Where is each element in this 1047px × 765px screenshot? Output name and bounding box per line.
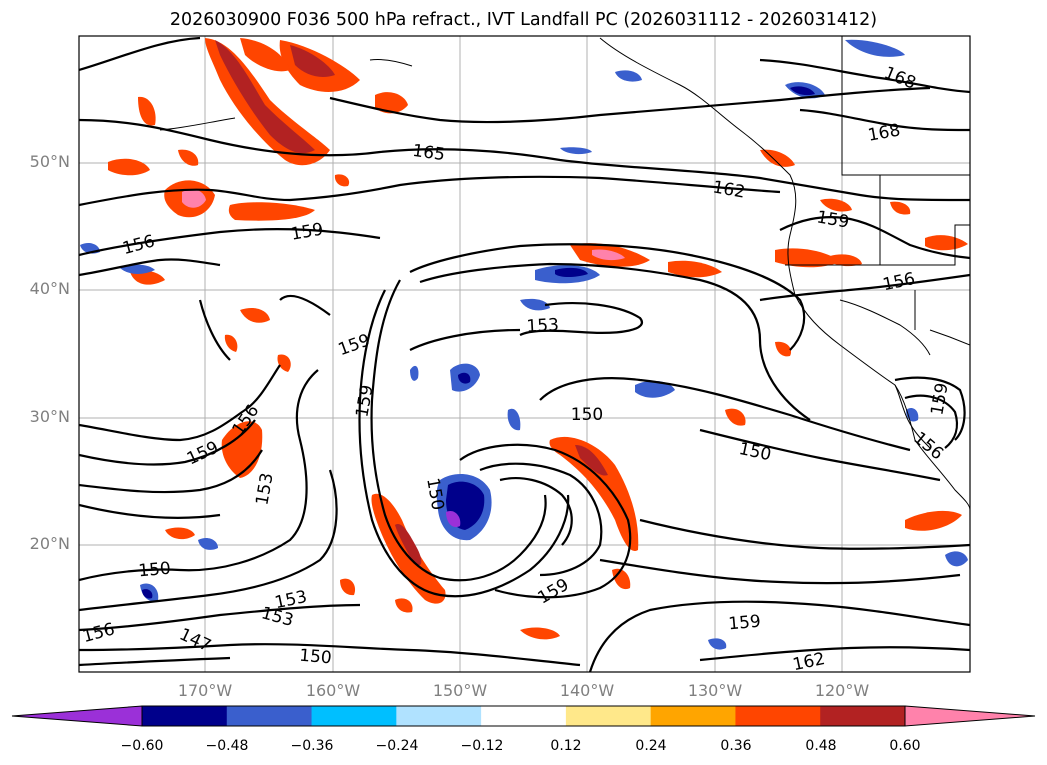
anomaly-positive [575, 445, 608, 476]
anomaly-negative [708, 638, 727, 650]
colorbar-tick-label: −0.12 [460, 738, 504, 754]
contour-label: 150 [298, 646, 332, 669]
map-title: 2026030900 F036 500 hPa refract., IVT La… [169, 10, 878, 30]
colorbar-swatch [650, 706, 736, 726]
anomaly-positive [375, 92, 408, 114]
anomaly-positive [215, 40, 315, 154]
anomaly-positive [130, 270, 165, 285]
anomaly-negative [945, 551, 968, 567]
anomaly-negative [555, 267, 588, 277]
anomaly-positive [905, 510, 962, 531]
anomaly-negative [142, 589, 153, 599]
lat-label: 30°N [29, 407, 70, 426]
anomaly-negative [410, 365, 419, 381]
anomaly-positive [178, 149, 199, 166]
gridlines [79, 36, 970, 672]
colorbar-tick-label: 0.12 [550, 738, 582, 754]
colorbar-tick-label: −0.48 [205, 738, 249, 754]
colorbar-swatch [565, 706, 652, 726]
anomaly-positive [668, 260, 722, 278]
anomaly-positive [395, 598, 413, 613]
anomaly-positive [240, 38, 290, 72]
lon-label: 160°W [305, 681, 361, 700]
colorbar-tick-label: 0.60 [889, 738, 921, 754]
anomaly-negative [446, 510, 461, 528]
colorbar [11, 705, 1036, 727]
lat-label: 40°N [29, 279, 70, 298]
anomaly-positive [182, 189, 206, 208]
lon-label: 150°W [432, 681, 488, 700]
colorbar-tick-label: 0.36 [720, 738, 752, 754]
anomaly-negative [560, 147, 592, 155]
anomaly-positive [775, 248, 840, 268]
colorbar-frame [141, 705, 906, 727]
anomaly-positive [290, 45, 335, 77]
anomaly-negative [615, 70, 642, 82]
anomaly-positive [520, 627, 560, 640]
anomaly-positive [592, 249, 625, 261]
colorbar-tick-label: 0.48 [805, 738, 837, 754]
colorbar-tick-label: −0.36 [290, 738, 334, 754]
colorbar-extend-high [904, 705, 1036, 727]
anomaly-positive [240, 308, 270, 323]
colorbar-tick-label: −0.60 [120, 738, 164, 754]
anomaly-positive [925, 235, 968, 251]
colorbar-swatch [142, 706, 228, 726]
lat-label: 20°N [29, 534, 70, 553]
anomaly-negative [198, 537, 218, 550]
colorbar-swatch [481, 706, 567, 726]
map-background [79, 36, 970, 672]
colorbar-extend-low [11, 705, 143, 727]
colorbar-swatch [226, 706, 313, 726]
anomaly-negative [520, 298, 550, 311]
colorbar-swatch [820, 706, 906, 726]
anomaly-negative [507, 408, 521, 431]
contour-label: 150 [571, 405, 603, 425]
anomaly-positive [549, 436, 639, 551]
colorbar-tick-label: −0.24 [375, 738, 419, 754]
anomaly-negative [458, 372, 471, 384]
anomaly-positive [228, 202, 315, 221]
lon-label: 130°W [687, 681, 743, 700]
anomaly-negative [635, 380, 675, 398]
anomaly-positive [138, 96, 156, 126]
anomaly-positive [165, 527, 195, 540]
anomaly-positive [820, 198, 852, 212]
lon-label: 140°W [559, 681, 615, 700]
anomaly-positive [277, 354, 291, 372]
contour-label: 165 [411, 141, 446, 165]
anomaly-positive [775, 341, 792, 357]
contour-label: 153 [526, 315, 559, 337]
anomaly-negative [845, 39, 905, 57]
anomaly-positive [224, 334, 238, 352]
colorbar-swatch [396, 706, 482, 726]
anomaly-positive [395, 524, 422, 566]
anomaly-positive [890, 201, 911, 215]
anomaly-positive [725, 408, 746, 426]
colorbar-swatch [311, 706, 397, 726]
lat-label: 50°N [29, 152, 70, 171]
anomaly-positive [830, 254, 862, 267]
map-panel: 168 168 165 162 159 159 156 156 153 159 … [78, 35, 971, 675]
anomaly-positive [340, 578, 356, 596]
lon-label: 120°W [814, 681, 870, 700]
anomaly-positive [334, 174, 350, 187]
map-frame [78, 35, 971, 673]
anomaly-positive [108, 158, 150, 176]
contour-label: 150 [138, 559, 172, 582]
lon-label: 170°W [177, 681, 233, 700]
anomaly-negative [120, 264, 155, 274]
height-contours [79, 36, 970, 672]
anomaly-negative [790, 86, 815, 96]
colorbar-swatch [735, 706, 821, 726]
contour-label: 159 [728, 612, 762, 635]
colorbar-tick-label: 0.24 [635, 738, 667, 754]
